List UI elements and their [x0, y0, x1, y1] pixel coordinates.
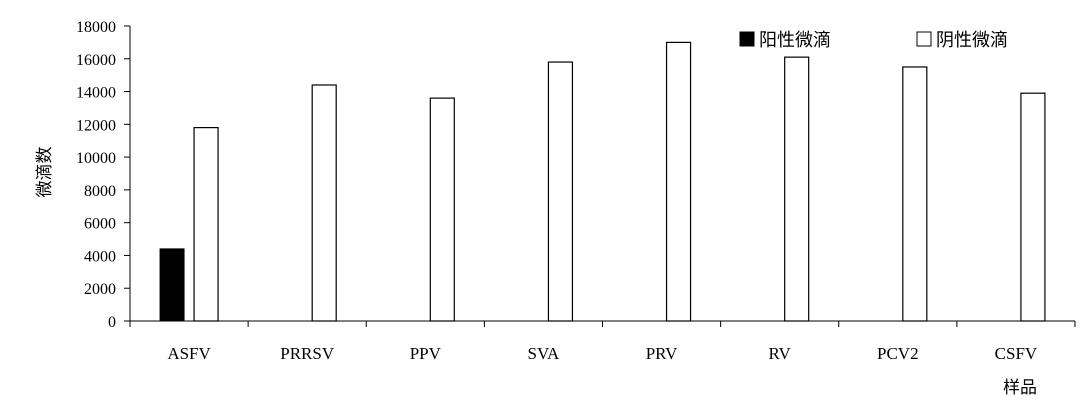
- y-axis-label: 微滴数: [35, 147, 54, 198]
- legend-label-positive: 阳性微滴: [759, 30, 831, 50]
- plot-area: 0 2000 4000 6000 8000 10000 12000 14000 16000 180…: [76, 19, 1076, 363]
- y-tick-label: 8000: [84, 183, 116, 200]
- legend-swatch-negative: [916, 31, 932, 47]
- y-tick-label: 2000: [84, 281, 116, 298]
- bar-negative-PPV: [429, 97, 455, 322]
- y-tick-label: 10000: [76, 150, 116, 167]
- legend-swatch-positive: [739, 31, 755, 47]
- bar-positive-ASFV: [159, 248, 185, 322]
- bar-negative-PRRSV: [311, 84, 337, 322]
- x-tick-label: CSFV: [995, 344, 1038, 363]
- y-tick-label: 16000: [76, 52, 116, 69]
- x-axis-label: 样品: [1003, 378, 1037, 397]
- y-tick-label: 18000: [76, 19, 116, 36]
- y-tick-label: 14000: [76, 85, 116, 102]
- bar-negative-RV: [784, 56, 810, 322]
- y-tick-label: 6000: [84, 216, 116, 233]
- y-tick-label: 4000: [84, 248, 116, 265]
- x-tick-label: PRV: [646, 344, 678, 363]
- bar-negative-CSFV: [1020, 92, 1046, 322]
- x-tick-label: PRRSV: [280, 344, 335, 363]
- x-tick-label: PCV2: [877, 344, 919, 363]
- x-tick-label: SVA: [528, 344, 561, 363]
- bar-negative-SVA: [547, 61, 574, 322]
- y-tick-label: 0: [108, 314, 116, 331]
- bar-negative-ASFV: [193, 127, 219, 322]
- x-tick-label: PPV: [410, 344, 442, 363]
- bar-negative-PCV2: [902, 66, 928, 322]
- legend: 阳性微滴 阴性微滴: [739, 30, 1008, 50]
- x-tick-label: ASFV: [167, 344, 211, 363]
- y-tick-label: 12000: [76, 117, 116, 134]
- legend-label-negative: 阴性微滴: [936, 30, 1008, 50]
- bar-negative-PRV: [665, 41, 692, 322]
- x-tick-label: RV: [769, 344, 792, 363]
